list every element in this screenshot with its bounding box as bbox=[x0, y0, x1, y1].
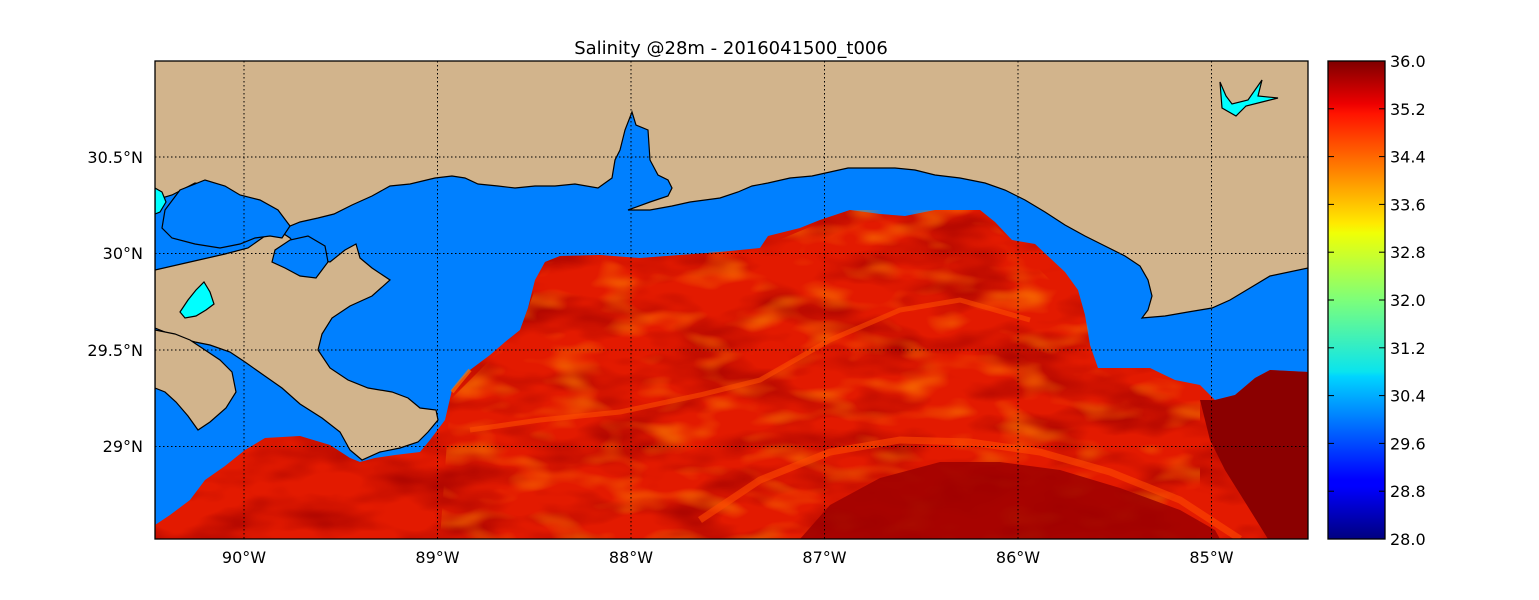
colorbar-tick-label: 34.4 bbox=[1390, 148, 1426, 167]
lat-label: 29.5°N bbox=[87, 341, 143, 360]
map-frame bbox=[154, 60, 1309, 540]
colorbar-gradient bbox=[1327, 60, 1386, 540]
salinity-edge-west bbox=[450, 368, 472, 394]
lat-label: 29°N bbox=[103, 437, 143, 456]
colorbar-tick-label: 28.0 bbox=[1390, 530, 1426, 549]
colorbar-ticks: 36.0 35.2 34.4 33.6 32.8 32.0 31.2 30.4 29.6 28.8… bbox=[1328, 52, 1426, 549]
inland-lake-fl bbox=[1219, 79, 1279, 117]
lon-label: 87°W bbox=[802, 548, 846, 567]
colorbar-tick-label: 32.0 bbox=[1390, 291, 1426, 310]
colorbar-tick-label: 33.6 bbox=[1390, 195, 1426, 214]
map-area bbox=[155, 61, 1308, 539]
lon-label: 89°W bbox=[415, 548, 459, 567]
salinity-texture-light bbox=[440, 210, 1200, 539]
colorbar-tick-label: 36.0 bbox=[1390, 52, 1426, 71]
colorbar-tick-label: 31.2 bbox=[1390, 339, 1426, 358]
lon-label: 88°W bbox=[609, 548, 653, 567]
lake-borgne bbox=[271, 235, 329, 279]
lon-label: 85°W bbox=[1189, 548, 1233, 567]
colorbar-tick-label: 32.8 bbox=[1390, 243, 1426, 262]
lon-axis: 90°W 89°W 88°W 87°W 86°W 85°W bbox=[222, 548, 1234, 567]
land-louisiana-west bbox=[155, 329, 237, 431]
colorbar-tick-label: 35.2 bbox=[1390, 100, 1426, 119]
salinity-high-east bbox=[1200, 370, 1308, 539]
map-title: Salinity @28m - 2016041500_t006 bbox=[574, 38, 888, 59]
inland-lake-west bbox=[179, 281, 215, 319]
lat-axis: 30.5°N 30°N 29.5°N 29°N bbox=[87, 148, 143, 456]
colorbar: 36.0 35.2 34.4 33.6 32.8 32.0 31.2 30.4 29.6 28.8… bbox=[1327, 52, 1426, 549]
salinity-orange-streak bbox=[469, 297, 1031, 433]
gridlines bbox=[155, 61, 1308, 539]
lon-label: 86°W bbox=[996, 548, 1040, 567]
inland-lake-nw bbox=[155, 187, 167, 215]
colorbar-tick-label: 30.4 bbox=[1390, 387, 1426, 406]
salinity-high-band bbox=[800, 462, 1220, 539]
lon-label: 90°W bbox=[222, 548, 266, 567]
lat-label: 30°N bbox=[103, 244, 143, 263]
lat-label: 30.5°N bbox=[87, 148, 143, 167]
colorbar-tick-label: 28.8 bbox=[1390, 482, 1426, 501]
colorbar-tick-label: 29.6 bbox=[1390, 434, 1426, 453]
salinity-orange-band bbox=[698, 436, 1242, 539]
lake-pontchartrain bbox=[161, 179, 291, 249]
